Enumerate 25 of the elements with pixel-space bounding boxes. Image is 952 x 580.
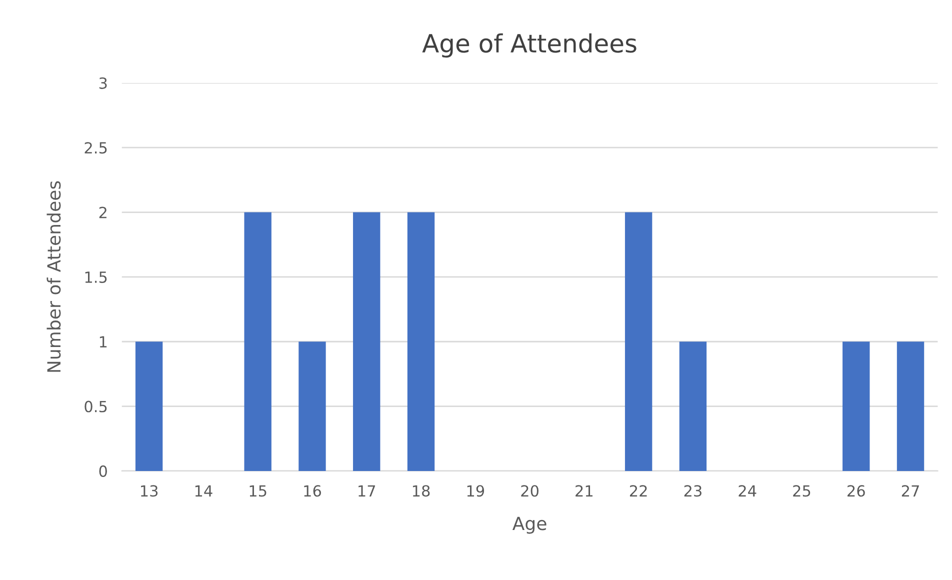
x-tick-label: 19 bbox=[467, 485, 484, 497]
x-tick-label: 24 bbox=[738, 485, 756, 496]
y-tick-label: 1 bbox=[100, 336, 107, 348]
x-tick-label: 15 bbox=[250, 485, 266, 497]
x-tick-label: 17 bbox=[358, 485, 376, 496]
y-tick-label: 3 bbox=[99, 77, 107, 89]
x-tick-label: 18 bbox=[412, 485, 430, 497]
x-tick-label: 25 bbox=[793, 485, 810, 497]
y-tick-label: 1.5 bbox=[85, 272, 107, 283]
x-tick-label: 20 bbox=[521, 485, 538, 497]
x-axis-title: Age bbox=[512, 516, 546, 534]
y-tick-label: 2 bbox=[99, 206, 106, 218]
y-axis-title: Number of Attendees bbox=[46, 181, 61, 372]
x-tick-label: 14 bbox=[195, 485, 212, 496]
y-tick-label: 2.5 bbox=[84, 142, 107, 154]
y-tick-label: 0 bbox=[99, 465, 107, 477]
x-tick-label: 21 bbox=[576, 485, 592, 496]
chart-title: Age of Attendees bbox=[422, 33, 636, 58]
x-tick-label: 27 bbox=[902, 485, 919, 496]
x-tick-label: 26 bbox=[848, 485, 865, 497]
x-tick-label: 16 bbox=[304, 485, 321, 497]
y-tick-label: 0.5 bbox=[84, 400, 107, 412]
x-tick-label: 22 bbox=[630, 485, 647, 496]
x-tick-label: 13 bbox=[141, 485, 158, 497]
x-tick-label: 23 bbox=[684, 485, 702, 497]
